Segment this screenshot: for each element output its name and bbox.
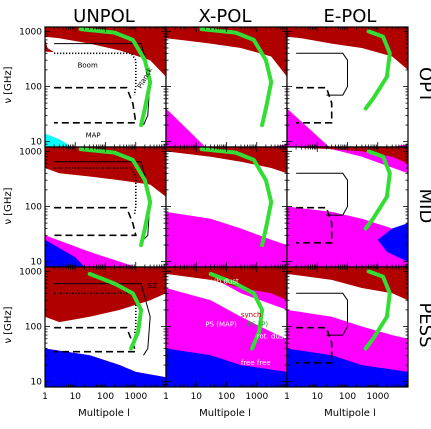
experiment-map <box>54 86 137 124</box>
annotation: SZ <box>148 282 157 290</box>
point-source-curve <box>78 147 153 248</box>
experiment-map <box>296 86 333 124</box>
experiment-boom <box>54 52 137 96</box>
y-tick-label: 10 <box>31 258 43 268</box>
point-source-curve <box>199 147 274 248</box>
y-tick-label: 100 <box>25 203 42 213</box>
panel-mid-unpol: 10 100 1000 <box>19 146 167 268</box>
x-tick-label: 10 <box>312 392 324 402</box>
point-source-curve <box>199 27 274 128</box>
panel-frame <box>286 266 409 388</box>
annotation: vib dust <box>211 278 239 286</box>
column-title-epol: E-POL <box>324 6 377 27</box>
panel-pess-x-pol: vib dust synch PS (MAP) PS (P) rot. dust free… <box>163 266 288 402</box>
x-axis-label-epol: Multipole l <box>324 408 376 419</box>
region-free-free <box>166 348 287 387</box>
experiment-boom <box>54 292 137 336</box>
experiment-boom <box>54 167 137 216</box>
column-title-xpol: X-POL <box>199 6 252 27</box>
region-dust <box>166 27 287 77</box>
point-source-curve <box>208 271 265 351</box>
row-title-opt: OPT <box>415 67 431 104</box>
x-axis-label-xpol: Multipole l <box>199 408 251 419</box>
region-free-free <box>45 348 166 387</box>
row-title-mid: MID <box>415 189 431 224</box>
region-dust <box>45 38 55 53</box>
panel-opt-e-pol <box>286 26 409 148</box>
panel-pess-unpol: SZ 10 100 1000 1 10 100 1000 <box>19 266 167 402</box>
region-synch <box>287 206 408 267</box>
x-tick-label: 1000 <box>124 392 147 402</box>
y-axis-label-opt: ν [GHz] <box>3 66 14 103</box>
region-dust <box>45 147 166 197</box>
panel-mid-e-pol <box>286 146 409 268</box>
experiment-map <box>296 326 333 364</box>
region-free-free <box>45 239 85 267</box>
point-source-curve <box>363 269 392 351</box>
annotation: synch <box>241 311 262 319</box>
y-tick-label: 1000 <box>19 147 42 157</box>
x-tick-label: 1 <box>42 392 48 402</box>
panel-grid: BoomMAPPlanck101001000101001000SZ1010010… <box>19 26 409 402</box>
x-tick-label: 10 <box>191 392 203 402</box>
region-dust <box>45 267 166 323</box>
x-tick-label: 1000 <box>366 392 389 402</box>
x-tick-label: 100 <box>97 392 114 402</box>
experiment-boom <box>296 292 348 336</box>
figure-labels: UNPOL X-POL E-POL OPT MID PESS ν [GHz] ν… <box>3 6 431 419</box>
row-title-pess: PESS <box>415 302 431 347</box>
y-axis-label-pess: ν [GHz] <box>3 306 14 343</box>
region-synch <box>287 108 330 147</box>
region-dust <box>287 27 408 70</box>
x-tick-label: 10 <box>70 392 82 402</box>
column-title-unpol: UNPOL <box>73 6 135 27</box>
panel-pess-e-pol: 1 10 100 1000 <box>284 266 409 402</box>
annotation: PS (P) <box>248 321 269 329</box>
annotation: Boom <box>78 62 98 70</box>
region-dust <box>166 267 287 301</box>
annotation: MAP <box>86 131 101 139</box>
x-axis-label-unpol: Multipole l <box>78 408 130 419</box>
annotation: free free <box>241 359 271 367</box>
x-tick-label: 100 <box>218 392 235 402</box>
point-source-curve <box>87 271 144 351</box>
panel-mid-x-pol <box>165 146 288 268</box>
y-axis-label-mid: ν [GHz] <box>3 187 14 224</box>
y-tick-label: 100 <box>25 83 42 93</box>
experiment-map <box>54 206 137 237</box>
region-synch <box>166 108 206 147</box>
experiment-map <box>296 206 333 244</box>
y-tick-label: 1000 <box>19 27 42 37</box>
region-free-free <box>287 348 408 387</box>
panel-opt-x-pol <box>165 26 288 148</box>
x-tick-label: 100 <box>339 392 356 402</box>
x-tick-label: 1 <box>284 392 290 402</box>
region-cyan <box>45 133 73 147</box>
point-source-curve <box>363 149 392 231</box>
annotation: rot. dust <box>257 333 287 341</box>
annotation: PS (MAP) <box>205 321 237 329</box>
y-tick-label: 10 <box>31 378 43 388</box>
region-synch <box>166 211 287 267</box>
experiment-boom <box>296 52 348 96</box>
point-source-curve <box>363 29 392 111</box>
y-tick-label: 100 <box>25 323 42 333</box>
y-tick-label: 10 <box>31 138 43 148</box>
region-dust <box>166 147 287 174</box>
region-dust <box>45 27 166 77</box>
x-tick-label: 1000 <box>245 392 268 402</box>
x-tick-label: 1 <box>163 392 169 402</box>
point-source-curve <box>78 27 153 128</box>
experiment-boom <box>296 172 348 216</box>
region-free-free <box>377 223 408 262</box>
y-tick-label: 1000 <box>19 267 42 277</box>
